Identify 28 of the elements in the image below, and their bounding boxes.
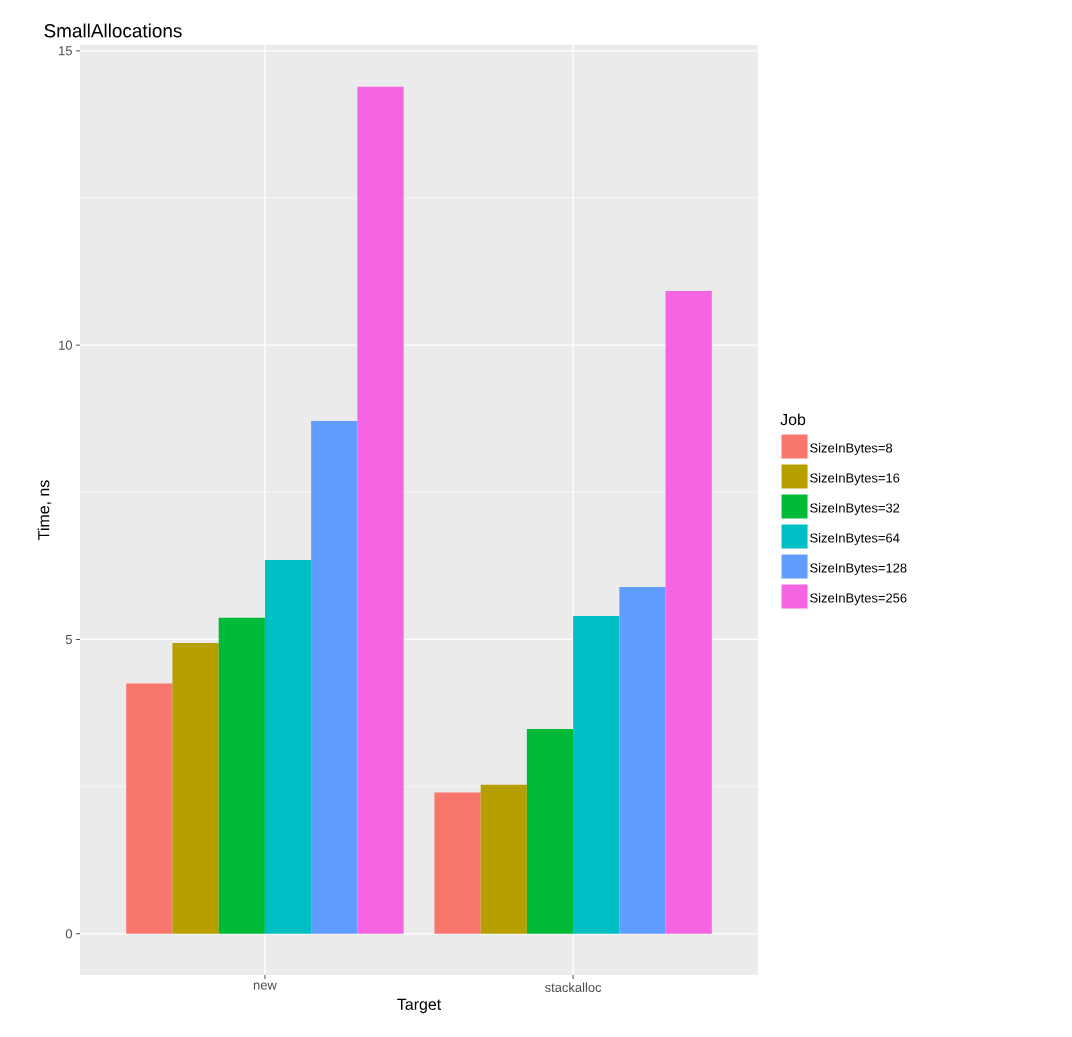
x-tick-label: new [253,982,277,990]
legend-title: Job [780,413,806,426]
y-tick-label: 5 [65,634,72,644]
bar [434,792,481,934]
legend-label: SizeInBytes=64 [810,533,900,546]
y-axis-title: Time, ns [37,480,52,540]
y-tick-label: 15 [59,46,72,56]
legend-label: SizeInBytes=8 [810,443,893,456]
bar [126,683,173,934]
bar [357,86,404,934]
bar [172,643,219,934]
chart-title: SmallAllocations [44,23,182,38]
y-tick-label: 0 [65,929,72,939]
bar [619,587,666,934]
bar [218,617,265,934]
legend-label: SizeInBytes=256 [810,593,907,606]
y-tick-label: 10 [59,340,72,350]
bar [526,728,574,934]
bar [311,421,358,934]
x-tick-label: stackalloc [545,982,602,993]
bar [665,291,712,934]
bar [480,784,527,934]
legend-label: SizeInBytes=32 [810,503,900,516]
bar [264,560,312,934]
legend-label: SizeInBytes=16 [810,473,900,486]
x-axis-title: Target [397,998,442,1014]
legend-label: SizeInBytes=128 [810,563,907,576]
bar [573,615,620,934]
